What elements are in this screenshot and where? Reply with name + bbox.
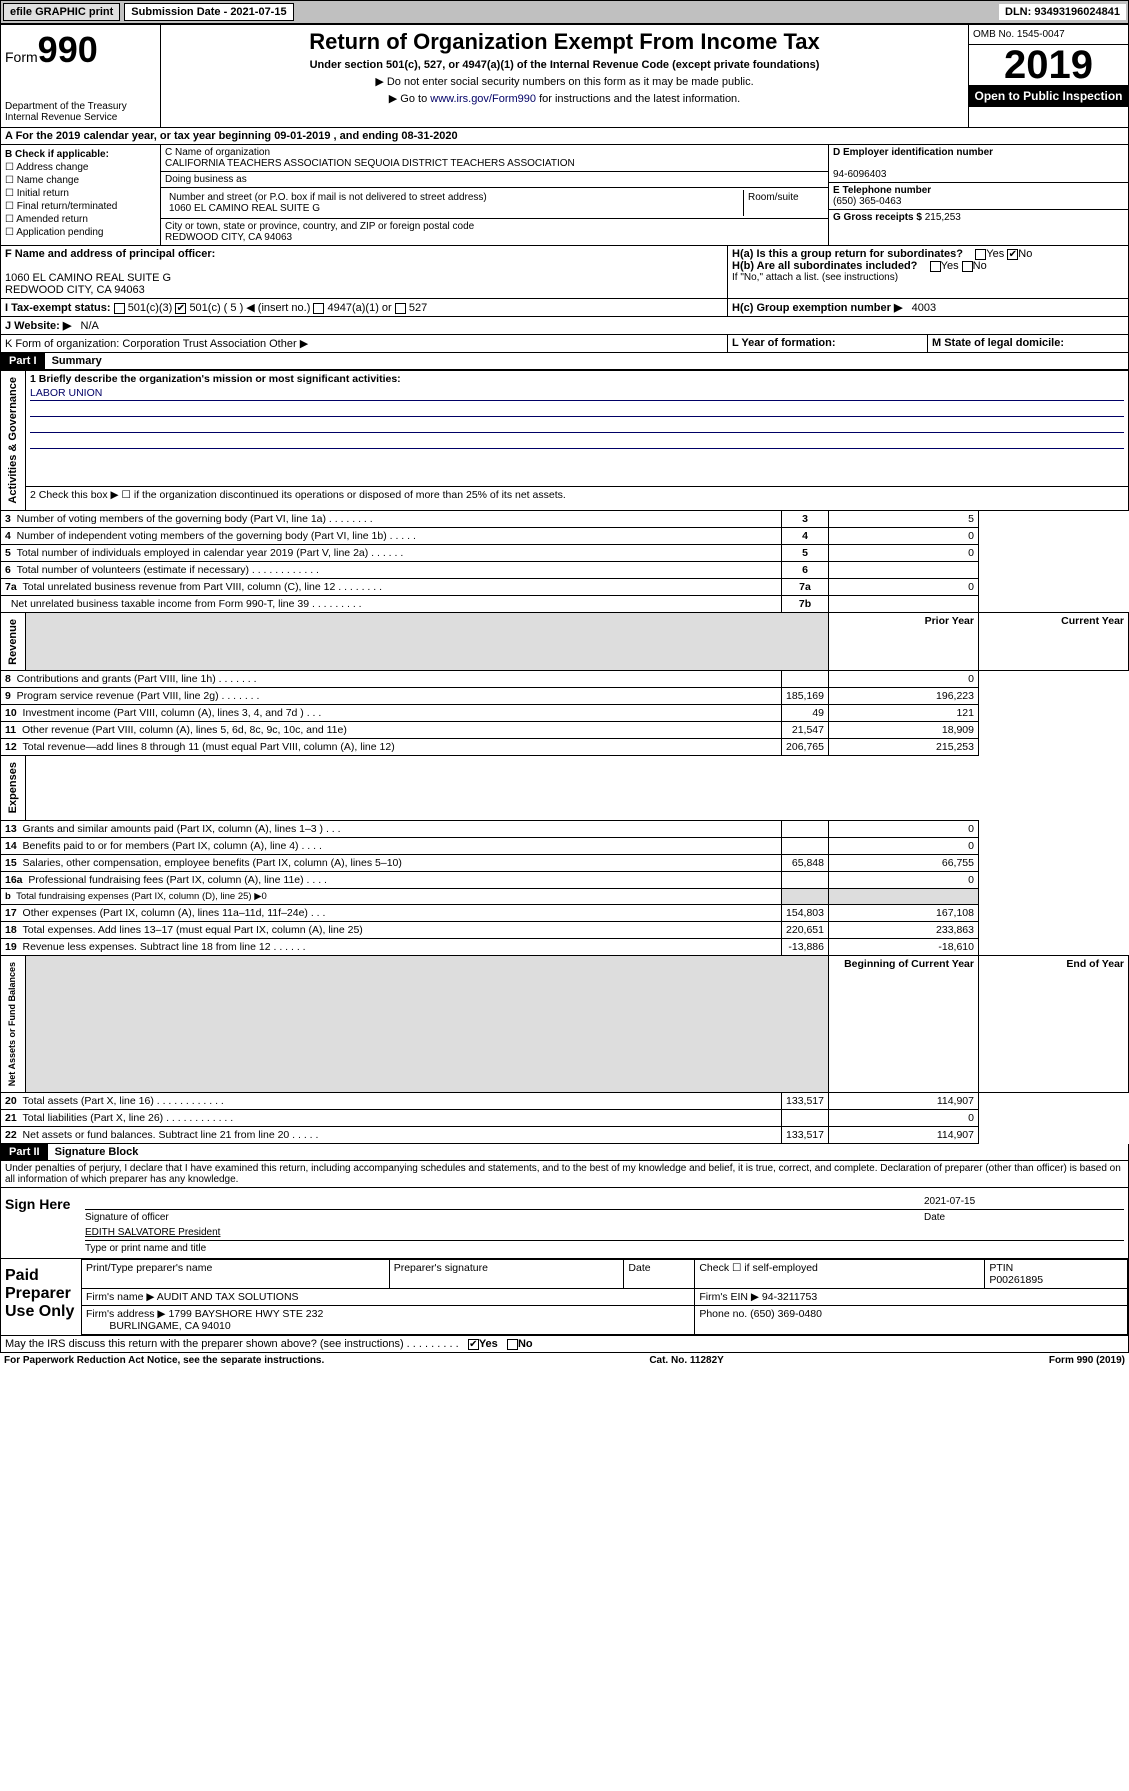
part1-header: Part I Summary	[0, 353, 1129, 370]
k-l-m-row: K Form of organization: Corporation Trus…	[0, 335, 1129, 353]
dba: Doing business as	[161, 172, 828, 188]
city: City or town, state or province, country…	[161, 219, 828, 245]
h-a: H(a) Is this a group return for subordin…	[732, 248, 1124, 260]
address-row: Number and street (or P.O. box if mail i…	[161, 188, 828, 219]
note-link: ▶ Go to www.irs.gov/Form990 for instruct…	[165, 92, 964, 105]
h-b: H(b) Are all subordinates included? Yes …	[732, 260, 1124, 272]
tax-status-row: I Tax-exempt status: 501(c)(3) 501(c) ( …	[0, 299, 1129, 317]
form-number: Form990	[5, 29, 156, 71]
box-b: B Check if applicable: ☐ Address change …	[1, 145, 161, 245]
phone: E Telephone number(650) 365-0463	[829, 183, 1128, 210]
part2-header: Part II Signature Block	[0, 1144, 1129, 1161]
paid-preparer: Paid Preparer Use Only Print/Type prepar…	[0, 1259, 1129, 1336]
summary-table: Activities & Governance 1 Briefly descri…	[0, 370, 1129, 1144]
officer-row: F Name and address of principal officer:…	[0, 246, 1129, 299]
dln: DLN: 93493196024841	[999, 4, 1126, 20]
discuss-row: May the IRS discuss this return with the…	[0, 1336, 1129, 1353]
h-c: H(c) Group exemption number ▶ 4003	[728, 299, 1128, 316]
org-name: C Name of organization CALIFORNIA TEACHE…	[161, 145, 828, 172]
open-public: Open to Public Inspection	[969, 85, 1128, 107]
form-header: Form990 Department of the Treasury Inter…	[0, 24, 1129, 128]
dept: Department of the Treasury Internal Reve…	[5, 101, 156, 123]
ein: D Employer identification number94-60964…	[829, 145, 1128, 183]
note-ssn: ▶ Do not enter social security numbers o…	[165, 75, 964, 88]
form-title: Return of Organization Exempt From Incom…	[165, 29, 964, 55]
tax-year: 2019	[969, 45, 1128, 85]
entity-block: B Check if applicable: ☐ Address change …	[0, 145, 1129, 246]
irs-link[interactable]: www.irs.gov/Form990	[430, 93, 536, 105]
sign-here: Sign Here Signature of officer 2021-07-1…	[0, 1188, 1129, 1259]
footer: For Paperwork Reduction Act Notice, see …	[0, 1353, 1129, 1368]
declaration: Under penalties of perjury, I declare th…	[0, 1161, 1129, 1188]
website-row: J Website: ▶ N/A	[0, 317, 1129, 335]
line-a: A For the 2019 calendar year, or tax yea…	[0, 128, 1129, 145]
submission-date: Submission Date - 2021-07-15	[124, 3, 293, 21]
gross-receipts: G Gross receipts $ 215,253	[829, 210, 1128, 225]
omb: OMB No. 1545-0047	[969, 25, 1128, 45]
top-bar: efile GRAPHIC print Submission Date - 20…	[0, 0, 1129, 24]
subtitle: Under section 501(c), 527, or 4947(a)(1)…	[165, 59, 964, 71]
efile-button[interactable]: efile GRAPHIC print	[3, 3, 120, 21]
